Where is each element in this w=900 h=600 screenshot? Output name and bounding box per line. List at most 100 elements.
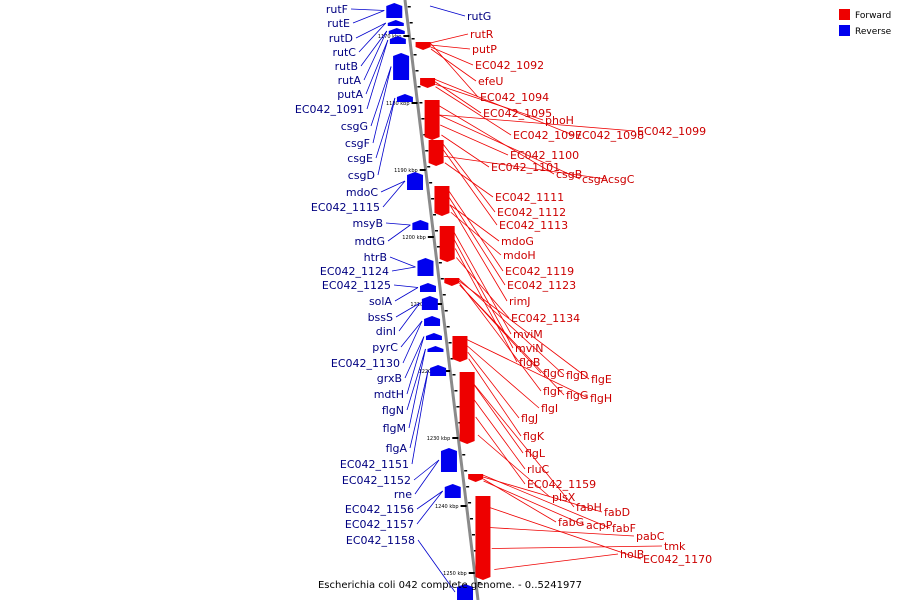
axis-minor-tick — [421, 118, 425, 120]
reverse-leader-line — [406, 348, 426, 411]
reverse-gene-label: EC042_1157 — [345, 518, 414, 531]
legend-reverse-swatch — [839, 25, 850, 36]
reverse-gene-label: EC042_1124 — [320, 265, 389, 278]
reverse-gene-label: rutC — [333, 46, 357, 59]
reverse-gene-label: EC042_1151 — [340, 458, 409, 471]
reverse-gene-label: EC042_1125 — [322, 279, 391, 292]
forward-gene-label: flgL — [525, 447, 546, 460]
reverse-leader-line — [366, 39, 389, 110]
forward-gene-label: rluC — [527, 463, 550, 476]
forward-leader-line — [442, 149, 498, 226]
reverse-gene-label: putA — [337, 88, 363, 101]
axis-minor-tick — [468, 502, 472, 504]
reverse-gene-feature — [425, 333, 442, 340]
reverse-gene-label: dinI — [376, 325, 396, 338]
forward-leader-line — [435, 83, 544, 121]
axis-major-tick — [468, 572, 475, 574]
axis-minor-tick — [477, 582, 481, 584]
reverse-leader-line — [352, 10, 385, 24]
reverse-gene-feature — [457, 584, 474, 600]
axis-minor-tick — [409, 22, 413, 24]
reverse-gene-label: pyrC — [372, 341, 398, 354]
reverse-leader-line — [389, 256, 416, 268]
axis-tick-label: 1250 kbp — [443, 571, 467, 577]
forward-leader-line — [458, 278, 565, 376]
axis-minor-tick — [470, 518, 474, 520]
forward-leader-line — [450, 211, 502, 256]
forward-leader-line — [444, 162, 494, 198]
reverse-leader-line — [406, 336, 425, 395]
reverse-gene-feature — [427, 346, 444, 352]
reverse-leader-line — [372, 66, 392, 144]
forward-gene-label: EC042_1092 — [475, 59, 544, 72]
forward-gene-label: fabG — [558, 516, 584, 529]
axis-minor-tick — [464, 470, 468, 472]
forward-leader-line — [429, 42, 479, 98]
reverse-leader-line — [404, 336, 425, 379]
reverse-leader-line — [358, 22, 387, 53]
forward-leader-line — [468, 358, 522, 437]
axis-tick-label: 1240 kbp — [435, 504, 459, 510]
forward-gene-feature — [468, 474, 484, 482]
forward-leader-line — [459, 284, 565, 396]
axis-tick-label: 1180 kbp — [386, 101, 410, 107]
reverse-gene-feature — [424, 316, 441, 326]
axis-minor-tick — [431, 198, 435, 200]
axis-minor-tick — [466, 486, 470, 488]
reverse-gene-feature — [389, 36, 406, 44]
forward-leader-line — [491, 545, 663, 549]
forward-gene-label: efeU — [478, 75, 503, 88]
forward-gene-label: EC042_1099 — [637, 125, 706, 138]
reverse-gene-label: flgA — [386, 442, 408, 455]
forward-gene-label: flgB — [519, 356, 540, 369]
forward-gene-label: flgG — [566, 389, 588, 402]
forward-gene-label: mdoH — [503, 249, 536, 262]
reverse-leader-line — [413, 459, 440, 481]
reverse-gene-label: flgN — [382, 404, 404, 417]
forward-gene-label: flgI — [541, 402, 558, 415]
forward-gene-feature — [452, 336, 468, 362]
reverse-gene-feature — [388, 28, 405, 34]
forward-leader-line — [434, 78, 574, 136]
forward-leader-line — [430, 44, 471, 50]
forward-gene-label: flgK — [523, 430, 545, 443]
axis-minor-tick — [438, 262, 442, 264]
reverse-gene-feature — [407, 172, 424, 190]
reverse-leader-line — [417, 539, 456, 593]
axis-major-tick — [452, 437, 459, 439]
forward-gene-feature — [424, 100, 440, 140]
forward-leader-line — [453, 239, 514, 349]
reverse-leader-line — [370, 66, 392, 127]
forward-gene-label: mviM — [513, 328, 543, 341]
forward-leader-line — [449, 204, 508, 302]
axis-minor-tick — [417, 86, 421, 88]
forward-gene-label: EC042_1170 — [643, 553, 712, 566]
reverse-gene-label: flgM — [383, 422, 406, 435]
axis-minor-tick — [454, 390, 458, 392]
axis-minor-tick — [446, 326, 450, 328]
forward-gene-label: csgA — [582, 173, 609, 186]
forward-gene-label: fabF — [612, 522, 636, 535]
forward-leader-line — [467, 352, 520, 419]
reverse-leader-line — [393, 284, 419, 288]
axis-minor-tick — [440, 278, 444, 280]
forward-gene-feature — [434, 186, 450, 216]
forward-gene-label: rimJ — [509, 295, 531, 308]
axis-minor-tick — [450, 358, 454, 360]
legend-forward-label: Forward — [855, 11, 891, 21]
axis-tick-label: 1230 kbp — [427, 436, 451, 442]
axis-minor-tick — [425, 150, 429, 152]
forward-gene-label: flgD — [566, 369, 588, 382]
forward-gene-feature — [439, 226, 455, 262]
reverse-leader-line — [365, 39, 389, 95]
reverse-leader-line — [416, 490, 443, 510]
reverse-leader-line — [387, 224, 411, 242]
forward-gene-label: EC042_1123 — [507, 279, 576, 292]
axis-minor-tick — [456, 406, 460, 408]
reverse-gene-feature — [421, 296, 438, 310]
forward-gene-feature — [420, 78, 436, 88]
reverse-leader-line — [395, 302, 421, 318]
forward-gene-label: EC042_1134 — [511, 312, 580, 325]
axis-minor-tick — [448, 342, 452, 344]
